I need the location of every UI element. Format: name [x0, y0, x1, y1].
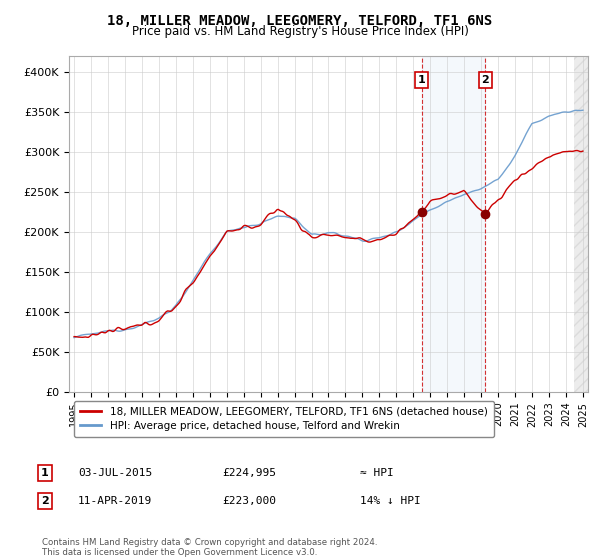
- Text: 18, MILLER MEADOW, LEEGOMERY, TELFORD, TF1 6NS: 18, MILLER MEADOW, LEEGOMERY, TELFORD, T…: [107, 14, 493, 28]
- Text: 1: 1: [418, 75, 425, 85]
- Text: ≈ HPI: ≈ HPI: [360, 468, 394, 478]
- Legend: 18, MILLER MEADOW, LEEGOMERY, TELFORD, TF1 6NS (detached house), HPI: Average pr: 18, MILLER MEADOW, LEEGOMERY, TELFORD, T…: [74, 400, 494, 437]
- Bar: [422, 56, 485, 392]
- Text: Contains HM Land Registry data © Crown copyright and database right 2024.
This d: Contains HM Land Registry data © Crown c…: [42, 538, 377, 557]
- Text: 2: 2: [482, 75, 489, 85]
- Text: £223,000: £223,000: [222, 496, 276, 506]
- Bar: [574, 56, 592, 392]
- Text: 14% ↓ HPI: 14% ↓ HPI: [360, 496, 421, 506]
- Text: £224,995: £224,995: [222, 468, 276, 478]
- Text: 11-APR-2019: 11-APR-2019: [78, 496, 152, 506]
- Text: 03-JUL-2015: 03-JUL-2015: [78, 468, 152, 478]
- Text: Price paid vs. HM Land Registry's House Price Index (HPI): Price paid vs. HM Land Registry's House …: [131, 25, 469, 38]
- Text: 1: 1: [41, 468, 49, 478]
- Text: 2: 2: [41, 496, 49, 506]
